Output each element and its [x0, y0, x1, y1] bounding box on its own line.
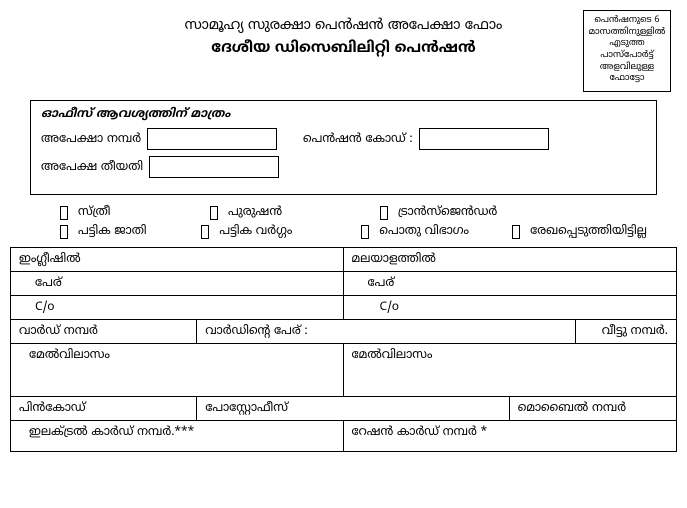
ward-name-label: വാർഡിന്റെ പേര് : — [197, 320, 576, 343]
form-title: സാമൂഹ്യ സുരക്ഷാ പെൻഷൻ അപേക്ഷാ ഫോം — [10, 18, 677, 35]
st-label: പട്ടിക വർഗ്ഗം — [219, 224, 292, 239]
name-en-label: പേര് — [11, 272, 344, 295]
elec-card-label: ഇലക്ട്രൽ കാർഡ് നമ്പർ.*** — [11, 421, 344, 451]
photo-placeholder: പെൻഷനുടെ 6 മാസത്തിനുള്ളിൽ എടുത്ത പാസ്പോർ… — [583, 10, 671, 92]
co-ml-label: C/o — [344, 296, 677, 319]
pension-code-input[interactable] — [419, 128, 549, 150]
app-no-label: അപേക്ഷാ നമ്പർ — [41, 132, 141, 147]
notrec-label: രേഖപ്പെടുത്തിയിട്ടില്ല — [530, 224, 647, 239]
mobile-label: മൊബൈൽ നമ്പർ — [510, 397, 676, 420]
trans-checkbox[interactable] — [380, 206, 388, 220]
trans-label: ട്രാൻസ്ജെൻഡർ — [398, 205, 497, 220]
postoffice-label: പോസ്റ്റോഫീസ് — [197, 397, 510, 420]
general-label: പൊതു വിഭാഗം — [379, 224, 469, 239]
female-label: സ്ത്രീ — [78, 205, 111, 220]
ward-no-label: വാർഡ് നമ്പർ — [11, 320, 197, 343]
header: സാമൂഹ്യ സുരക്ഷാ പെൻഷൻ അപേക്ഷാ ഫോം ദേശീയ … — [10, 10, 677, 100]
ration-label: റേഷൻ കാർഡ് നമ്പർ * — [344, 421, 677, 451]
sc-checkbox[interactable] — [60, 225, 68, 239]
malayalam-header: മലയാളത്തിൽ — [344, 248, 677, 271]
address-ml-label: മേൽവിലാസം — [344, 344, 677, 396]
pension-code-label: പെൻഷൻ കോഡ് : — [303, 132, 413, 147]
details-table: ഇംഗ്ലീഷിൽ മലയാളത്തിൽ പേര് പേര് C/o C/o വ… — [10, 247, 677, 452]
form-subtitle: ദേശീയ ഡിസെബിലിറ്റി പെൻഷൻ — [10, 39, 677, 58]
pincode-label: പിൻകോഡ് — [11, 397, 197, 420]
general-checkbox[interactable] — [361, 225, 369, 239]
notrec-checkbox[interactable] — [512, 225, 520, 239]
sc-label: പട്ടിക ജാതി — [78, 224, 147, 239]
office-heading: ഓഫീസ് ആവശ്യത്തിന് മാത്രം — [41, 107, 646, 122]
app-no-input[interactable] — [147, 128, 277, 150]
house-no-label: വീട്ടു നമ്പർ. — [576, 320, 676, 343]
app-date-input[interactable] — [149, 156, 279, 178]
checkbox-section: സ്ത്രീ പുരുഷൻ ട്രാൻസ്ജെൻഡർ പട്ടിക ജാതി പ… — [60, 205, 647, 239]
app-date-label: അപേക്ഷ തീയതി — [41, 160, 143, 175]
male-label: പുരുഷൻ — [228, 205, 282, 220]
st-checkbox[interactable] — [201, 225, 209, 239]
office-use-box: ഓഫീസ് ആവശ്യത്തിന് മാത്രം അപേക്ഷാ നമ്പർ പ… — [30, 100, 657, 195]
english-header: ഇംഗ്ലീഷിൽ — [11, 248, 344, 271]
male-checkbox[interactable] — [210, 206, 218, 220]
co-en-label: C/o — [11, 296, 344, 319]
female-checkbox[interactable] — [60, 206, 68, 220]
name-ml-label: പേര് — [344, 272, 677, 295]
address-en-label: മേൽവിലാസം — [11, 344, 344, 396]
